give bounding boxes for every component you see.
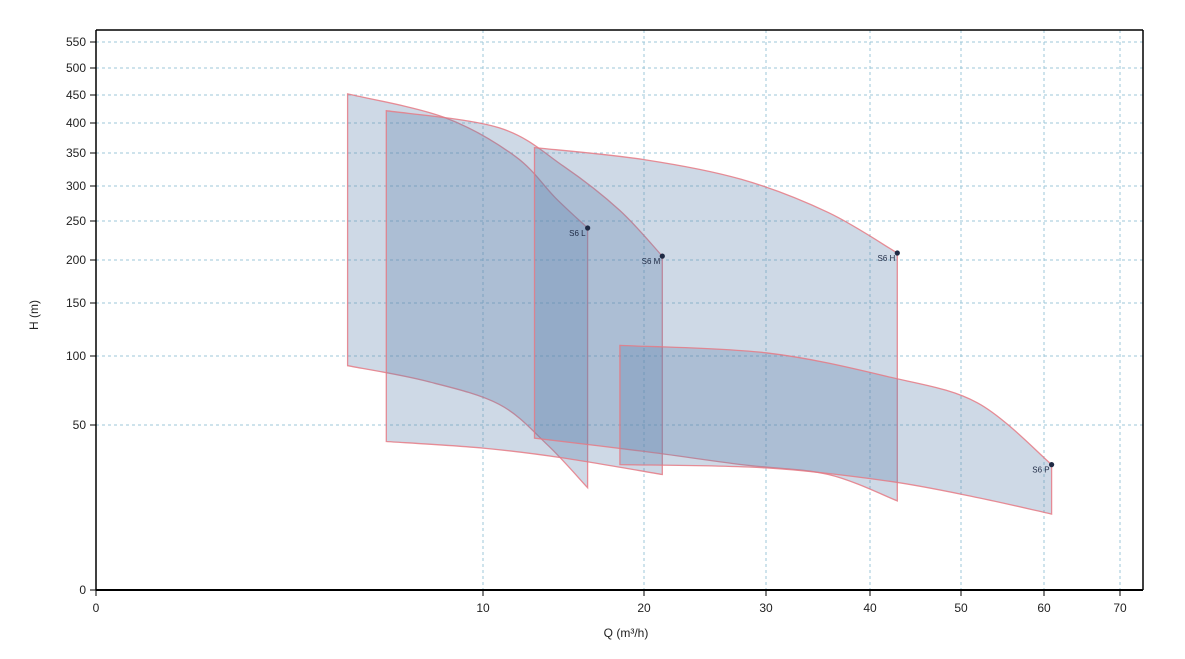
x-tick-label: 50 [954, 601, 968, 615]
series-point-s6-l[interactable] [585, 225, 591, 231]
x-tick-label: 10 [476, 601, 490, 615]
series-label: S6 H [878, 254, 896, 263]
y-tick-label: 550 [66, 35, 86, 49]
series-area-s6-m[interactable] [385, 109, 663, 476]
series-point-s6-m[interactable] [659, 253, 665, 259]
y-tick-label: 0 [79, 583, 86, 597]
label-layer: S6 L S6 M S6 H S6 P [569, 225, 1055, 475]
x-tick-label: 70 [1113, 601, 1127, 615]
series-area-s6-p[interactable] [619, 344, 1053, 515]
y-tick-label: 350 [66, 146, 86, 160]
y-tick-label: 250 [66, 214, 86, 228]
y-tick-label: 100 [66, 349, 86, 363]
series-point-s6-h[interactable] [894, 250, 900, 256]
series-area-s6-h[interactable] [533, 146, 898, 502]
y-tick-label: 150 [66, 296, 86, 310]
series-label: S6 P [1032, 466, 1049, 475]
x-axis-title: Q (m³/h) [604, 626, 649, 640]
y-tick-label: 300 [66, 179, 86, 193]
y-tick-label: 450 [66, 88, 86, 102]
series-label: S6 L [569, 229, 586, 238]
y-tick-label: 50 [73, 418, 87, 432]
x-tick-label: 30 [759, 601, 773, 615]
x-tick-label: 40 [863, 601, 877, 615]
grid-layer [96, 30, 1143, 590]
y-axis-title: H (m) [27, 300, 41, 330]
axis-layer: 0 10 20 30 40 50 60 70 0 50 100 150 200 250 300 350 400 4… [66, 29, 1144, 615]
y-tick-label: 200 [66, 253, 86, 267]
x-tick-label: 60 [1037, 601, 1051, 615]
y-tick-label: 400 [66, 116, 86, 130]
series-label: S6 M [642, 257, 661, 266]
series-area-layer [346, 93, 1053, 515]
y-tick-label: 500 [66, 61, 86, 75]
x-tick-label: 20 [637, 601, 651, 615]
series-point-s6-p[interactable] [1049, 462, 1055, 468]
x-tick-label: 0 [93, 601, 100, 615]
